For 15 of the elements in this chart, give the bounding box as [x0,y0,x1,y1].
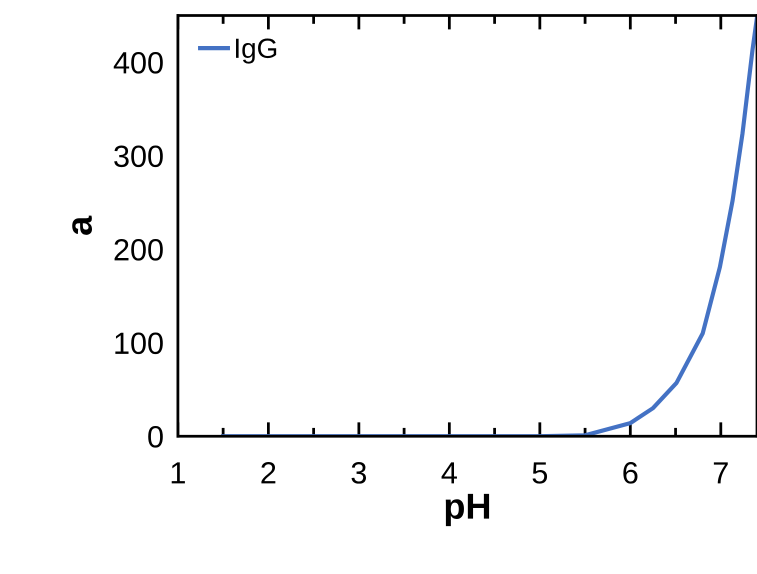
y-tick-label: 100 [115,332,163,354]
x-tick-label: 7 [714,462,728,484]
y-axis-title: a [72,216,92,235]
x-tick-label: 2 [261,462,276,484]
y-tick-label: 400 [114,52,163,74]
y-tick-label: 200 [114,238,163,261]
y-tick-label: 300 [114,145,163,168]
x-tick-label: 6 [623,462,638,484]
x-tick-label: 3 [352,462,366,484]
legend-label: IgG [236,38,276,64]
x-tick-label: 4 [442,462,457,484]
x-axis-title: pH [446,494,490,526]
x-tick-label: 1 [172,462,185,484]
y-tick-label: 0 [148,426,163,448]
x-tick-label: 5 [532,462,548,484]
